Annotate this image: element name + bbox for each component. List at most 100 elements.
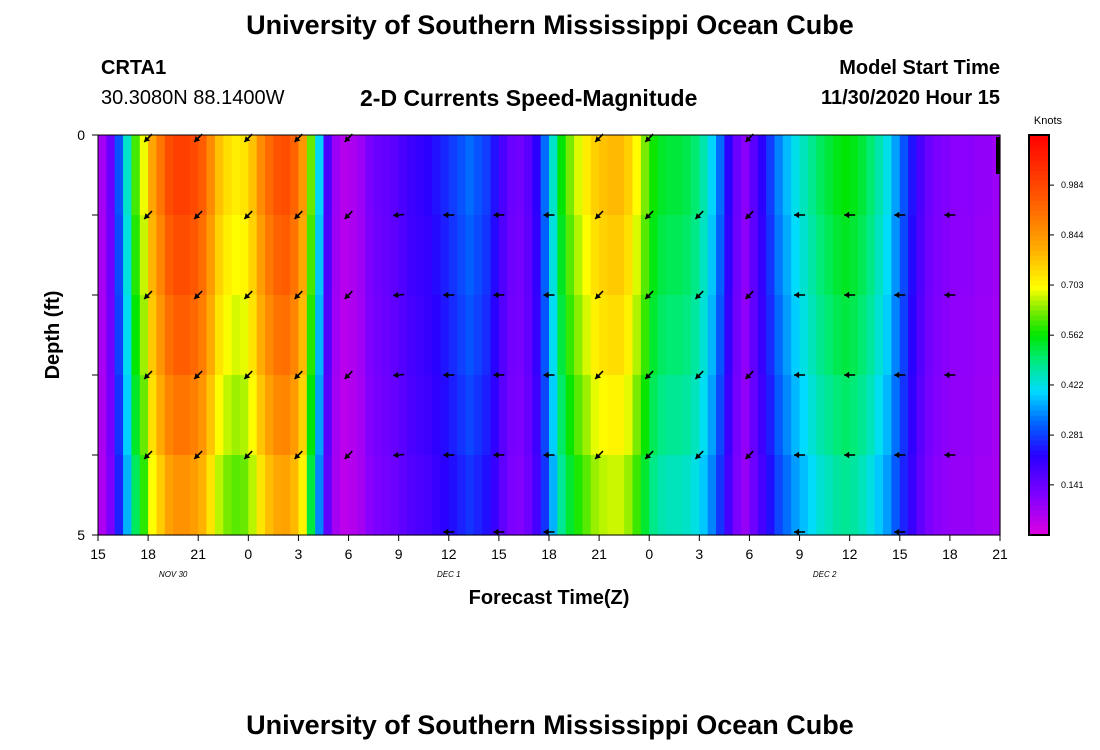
- heatmap-cell: [958, 135, 968, 216]
- heatmap-cell: [757, 215, 767, 296]
- colorbar-segment: [1029, 455, 1049, 461]
- heatmap-cell: [540, 135, 550, 216]
- current-vector-head: [944, 371, 950, 379]
- heatmap-cell: [674, 375, 684, 456]
- colorbar-segment: [1029, 255, 1049, 261]
- heatmap-cell: [123, 135, 133, 216]
- colorbar-segment: [1029, 385, 1049, 391]
- heatmap-cell: [356, 375, 366, 456]
- heatmap-cell: [908, 135, 918, 216]
- heatmap-cell: [181, 455, 191, 536]
- heatmap-cell: [707, 215, 717, 296]
- heatmap-cell: [941, 215, 951, 296]
- current-vector-head: [894, 528, 900, 536]
- current-vector-head: [944, 211, 950, 219]
- heatmap-cell: [841, 375, 851, 456]
- heatmap-cell: [741, 135, 751, 216]
- model-start-label: Model Start Time: [839, 57, 1000, 79]
- colorbar-segment: [1029, 415, 1049, 421]
- heatmap-cell: [532, 215, 542, 296]
- heatmap-cell: [624, 455, 634, 536]
- heatmap-cell: [899, 215, 909, 296]
- heatmap-cell: [607, 295, 617, 376]
- heatmap-cell: [716, 215, 725, 296]
- current-vector-arrow: [344, 210, 353, 220]
- current-vector-head: [244, 213, 251, 219]
- current-vector-arrow: [594, 370, 604, 380]
- heatmap-cell: [874, 295, 884, 376]
- heatmap-cell: [323, 375, 333, 456]
- heatmap-cell: [707, 135, 717, 216]
- heatmap-cell: [231, 215, 241, 296]
- heatmap-cell: [273, 375, 283, 456]
- heatmap-cell: [716, 455, 725, 536]
- heatmap-cell: [198, 215, 208, 296]
- heatmap-cell: [248, 455, 258, 536]
- heatmap-cell: [632, 455, 642, 536]
- heatmap-cell: [849, 455, 859, 536]
- colorbar-segment: [1029, 295, 1049, 301]
- station-id: CRTA1: [101, 57, 167, 79]
- heatmap-cell: [440, 295, 450, 376]
- heatmap-cell: [916, 455, 926, 536]
- x-tick-label: 15: [90, 546, 106, 562]
- heatmap-cell: [707, 295, 717, 376]
- colorbar-segment: [1029, 260, 1049, 266]
- heatmap-cell: [206, 455, 216, 536]
- current-vector-head: [144, 213, 150, 219]
- current-vector-head: [344, 293, 351, 299]
- heatmap-cell: [390, 215, 400, 296]
- heatmap-cell: [239, 215, 249, 296]
- current-vector-arrow: [745, 290, 754, 300]
- current-vector-arrow: [694, 370, 704, 380]
- heatmap-cell: [732, 215, 742, 296]
- heatmap-cell: [674, 455, 684, 536]
- heatmap-cell: [774, 295, 784, 376]
- current-vector-arrow: [794, 371, 806, 379]
- heatmap-cell: [156, 455, 166, 536]
- heatmap-cell: [933, 215, 943, 296]
- current-vector-arrow: [193, 450, 203, 460]
- heatmap-cell: [774, 375, 784, 456]
- heatmap-cell: [774, 135, 784, 216]
- heatmap-cell: [198, 295, 208, 376]
- current-vector-head: [144, 453, 150, 459]
- heatmap-cell: [273, 455, 283, 536]
- heatmap-cell: [849, 215, 859, 296]
- current-vector-arrow: [193, 370, 203, 380]
- heatmap-cell: [173, 375, 183, 456]
- heatmap-cell: [824, 295, 834, 376]
- heatmap-cell: [549, 295, 558, 376]
- heatmap-cell: [832, 215, 842, 296]
- current-vector-arrow: [393, 291, 405, 299]
- current-vector-arrow: [443, 211, 455, 219]
- heatmap-cell: [766, 375, 776, 456]
- heatmap-cell: [540, 295, 550, 376]
- colorbar-segment: [1029, 420, 1049, 426]
- current-vector-head: [244, 136, 251, 142]
- date-label: NOV 30: [159, 570, 188, 579]
- heatmap-cell: [315, 375, 325, 456]
- heatmap-cell: [231, 295, 241, 376]
- heatmap-cell: [373, 135, 383, 216]
- heatmap-cell: [181, 215, 191, 296]
- heatmap-cell: [348, 455, 358, 536]
- heatmap-cell: [766, 135, 776, 216]
- heatmap-cell: [173, 295, 183, 376]
- heatmap-cell: [265, 215, 274, 296]
- colorbar-segment: [1029, 395, 1049, 401]
- colorbar-segment: [1029, 520, 1049, 526]
- heatmap-cell: [649, 295, 659, 376]
- heatmap-cell: [231, 455, 241, 536]
- heatmap-cell: [340, 215, 350, 296]
- heatmap-cell: [974, 135, 984, 216]
- heatmap-cell: [540, 215, 550, 296]
- current-vector-head: [244, 453, 251, 459]
- current-vector-arrow: [644, 210, 654, 220]
- heatmap-cell: [298, 455, 308, 536]
- heatmap-cell: [473, 135, 483, 216]
- heatmap-cell: [716, 135, 725, 216]
- heatmap-cell: [732, 375, 742, 456]
- heatmap-cell: [607, 375, 617, 456]
- heatmap-cell: [624, 215, 634, 296]
